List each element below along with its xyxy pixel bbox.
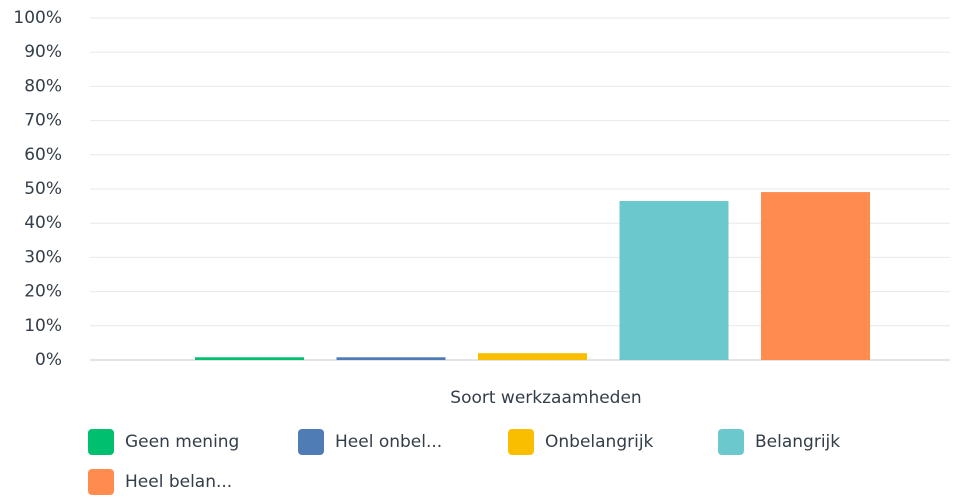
- legend-swatch: [508, 429, 534, 455]
- y-tick-label: 40%: [24, 213, 62, 233]
- bar: [336, 357, 446, 360]
- legend-label: Heel onbel...: [335, 432, 442, 452]
- y-tick-label: 100%: [13, 8, 62, 28]
- y-tick-label: 50%: [24, 179, 62, 199]
- y-tick-label: 90%: [24, 42, 62, 62]
- legend-swatch: [88, 469, 114, 495]
- y-tick-label: 60%: [24, 145, 62, 165]
- bar: [761, 192, 870, 360]
- y-tick-label: 30%: [24, 247, 62, 267]
- bar: [195, 357, 304, 360]
- legend-swatch: [88, 429, 114, 455]
- legend-label: Onbelangrijk: [545, 432, 654, 452]
- bar: [619, 200, 729, 360]
- legend-swatch: [298, 429, 324, 455]
- y-tick-label: 10%: [24, 316, 62, 336]
- bar: [478, 353, 587, 360]
- legend-label: Belangrijk: [755, 432, 840, 452]
- y-tick-label: 70%: [24, 111, 62, 131]
- y-tick-label: 0%: [35, 350, 62, 370]
- legend-label: Geen mening: [125, 432, 239, 452]
- y-tick-label: 20%: [24, 282, 62, 302]
- x-axis-category: Soort werkzaamheden: [450, 388, 641, 408]
- legend-label: Heel belan...: [125, 472, 232, 492]
- y-tick-label: 80%: [24, 76, 62, 96]
- legend-swatch: [718, 429, 744, 455]
